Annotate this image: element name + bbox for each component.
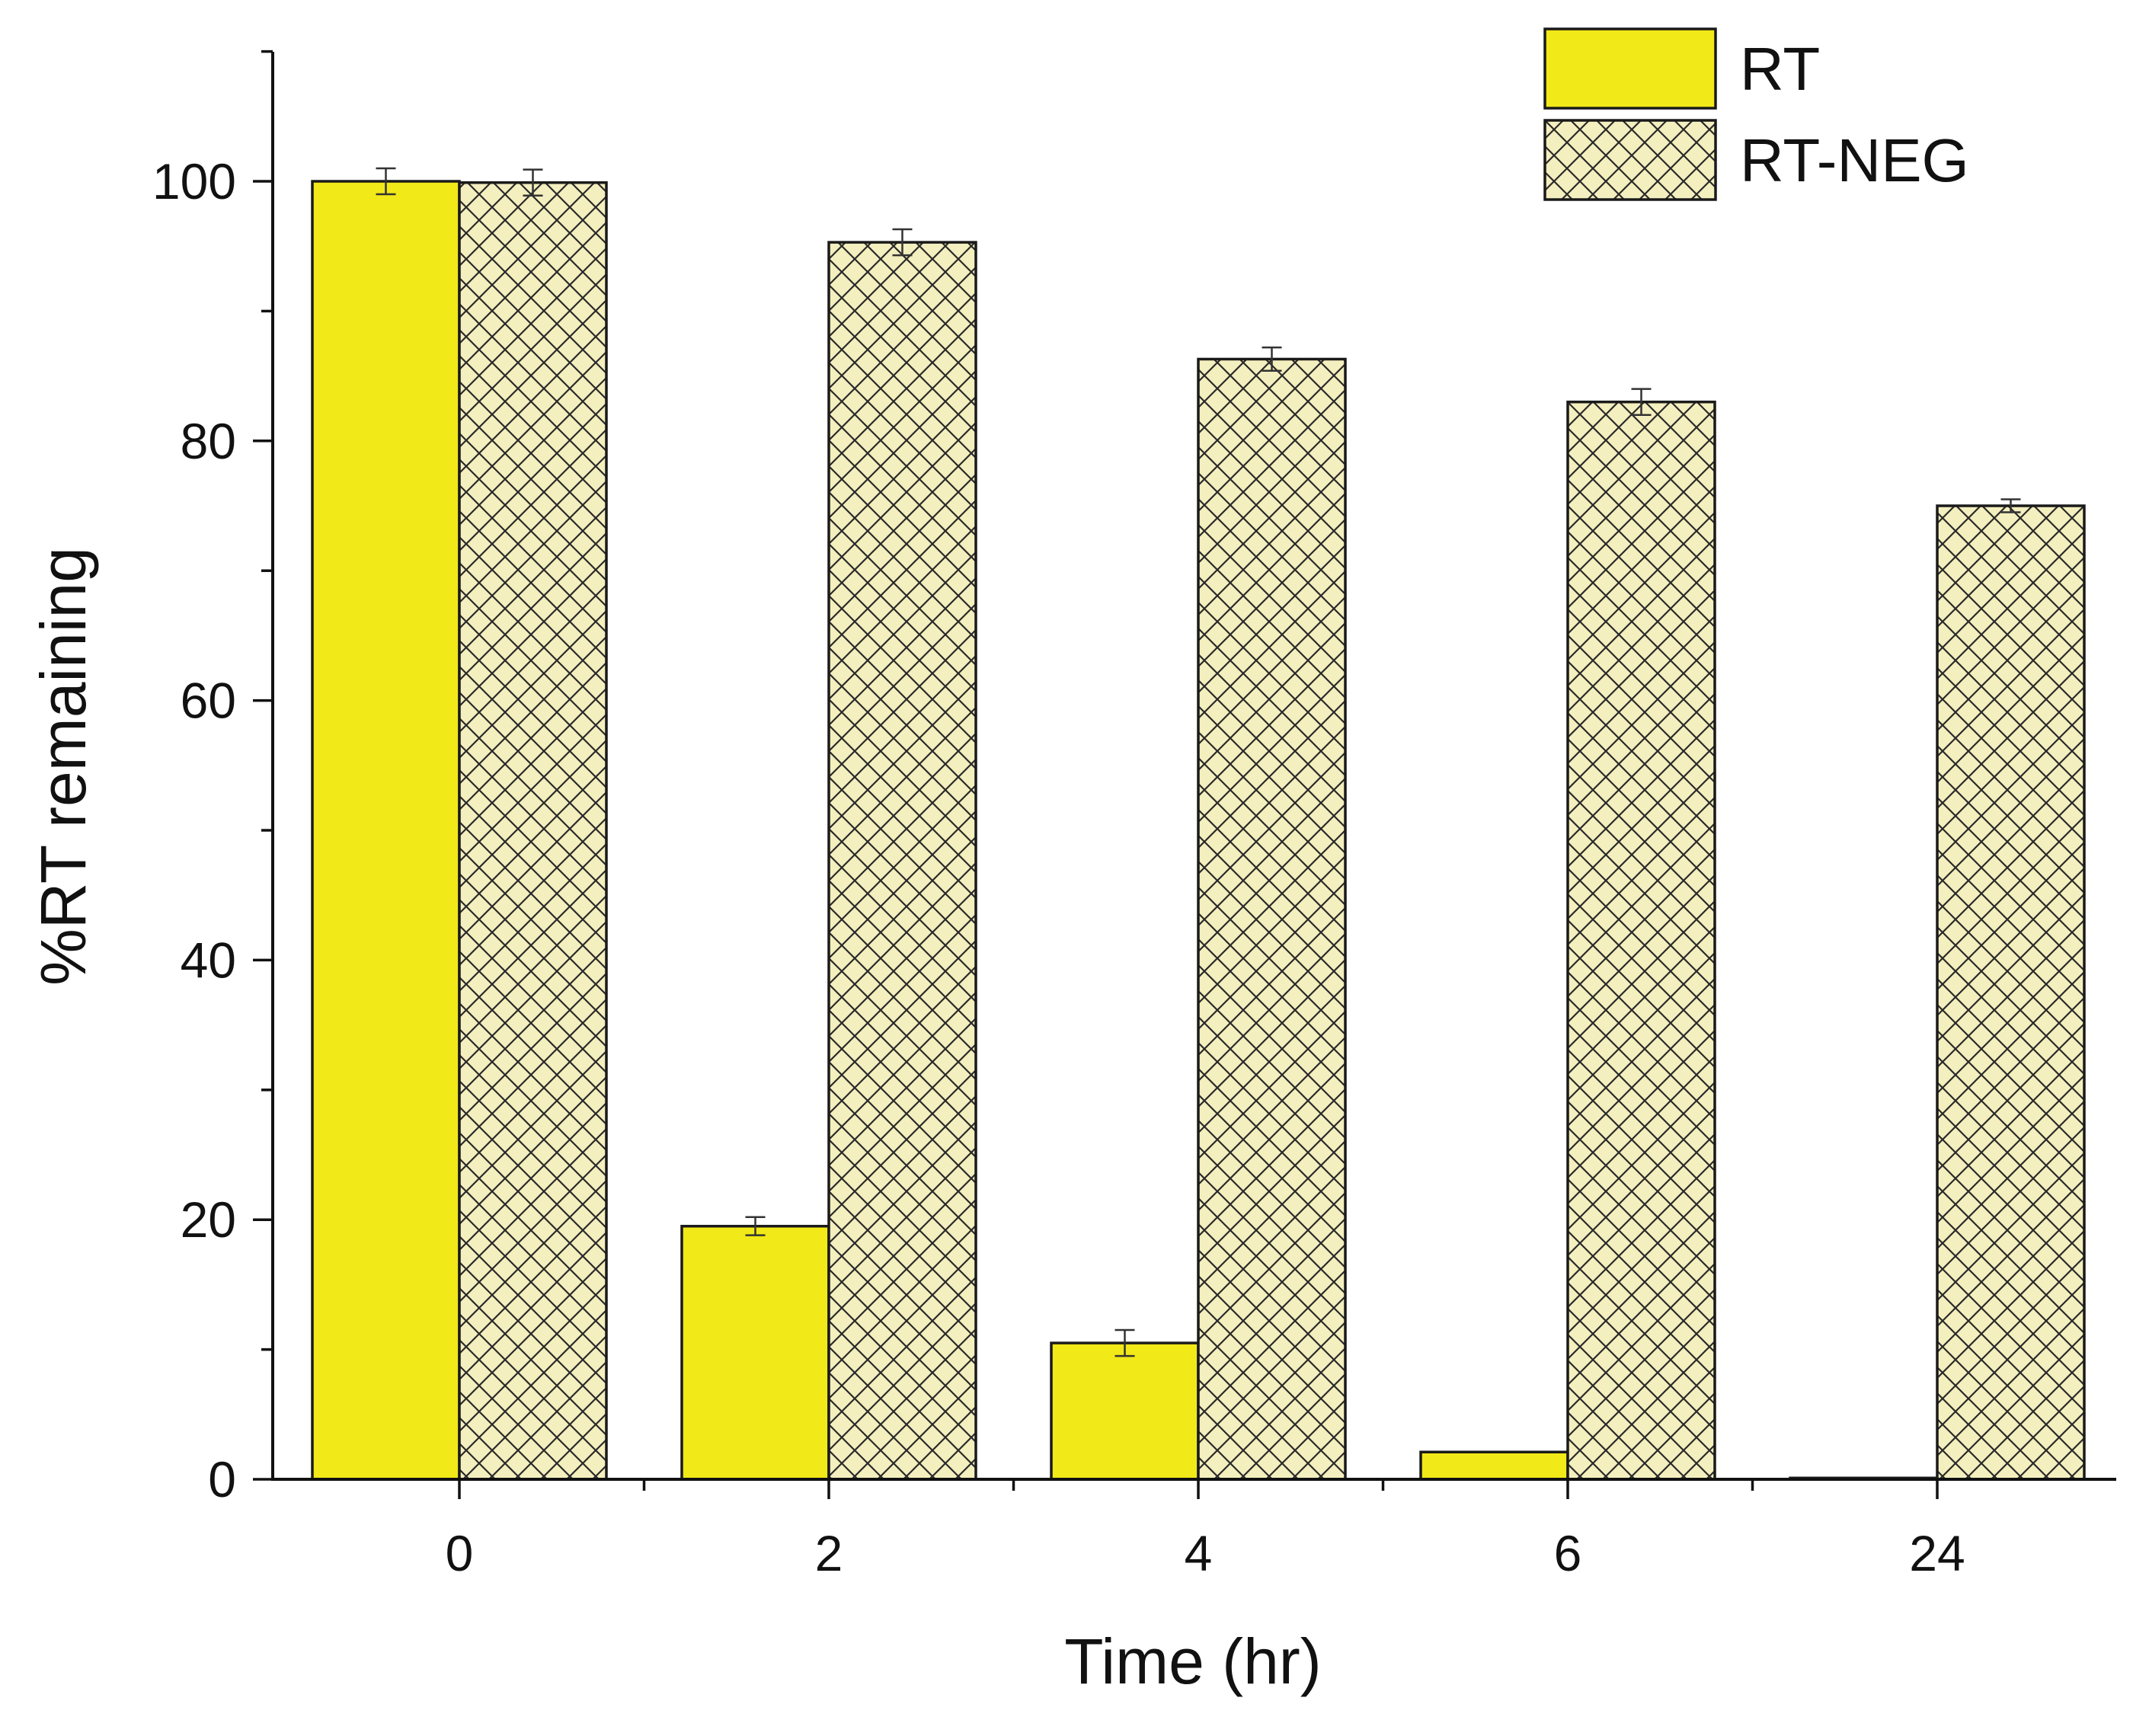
axes-layer bbox=[253, 50, 2116, 1499]
y-tick-label: 40 bbox=[181, 932, 236, 988]
legend: RT RT-NEG bbox=[1543, 27, 1969, 201]
error-bar-rt-neg-6 bbox=[1631, 388, 1652, 416]
bar-rt-neg-2 bbox=[827, 241, 977, 1481]
legend-label-rt-neg: RT-NEG bbox=[1740, 126, 1969, 194]
bars-layer bbox=[311, 180, 2086, 1481]
error-bar-rt-neg-0 bbox=[523, 168, 543, 197]
bar-rt-neg-4 bbox=[1197, 357, 1347, 1481]
legend-swatch-rt bbox=[1543, 27, 1717, 110]
y-tick-label: 80 bbox=[181, 413, 236, 469]
x-tick-label: 6 bbox=[1554, 1525, 1582, 1581]
y-tick-label: 60 bbox=[181, 673, 236, 729]
x-tick-label: 4 bbox=[1185, 1525, 1213, 1581]
bar-rt-neg-24 bbox=[1936, 504, 2086, 1481]
bar-rt-0 bbox=[311, 180, 461, 1481]
bar-rt-6 bbox=[1419, 1450, 1569, 1481]
x-tick-label: 2 bbox=[815, 1525, 843, 1581]
bar-rt-4 bbox=[1050, 1341, 1200, 1481]
error-bar-rt-neg-2 bbox=[892, 228, 913, 257]
bar-rt-2 bbox=[680, 1224, 830, 1481]
x-axis-title: Time (hr) bbox=[1064, 1626, 1322, 1697]
error-bar-rt-neg-4 bbox=[1262, 346, 1282, 372]
legend-label-rt: RT bbox=[1740, 35, 1820, 103]
error-bar-rt-0 bbox=[376, 167, 396, 196]
error-bar-rt-neg-24 bbox=[2000, 498, 2021, 513]
y-tick-label: 100 bbox=[152, 153, 236, 209]
error-bars-layer bbox=[376, 167, 2021, 1357]
x-tick-label: 24 bbox=[1909, 1525, 1965, 1581]
y-tick-label: 20 bbox=[181, 1191, 236, 1248]
y-tick-label: 0 bbox=[208, 1451, 236, 1507]
y-axis-title: %RT remaining bbox=[27, 547, 99, 986]
error-bar-rt-4 bbox=[1114, 1328, 1135, 1357]
x-tick-label: 0 bbox=[446, 1525, 474, 1581]
legend-swatch-rt-neg bbox=[1543, 119, 1717, 201]
error-bar-rt-2 bbox=[745, 1216, 766, 1236]
bar-rt-neg-0 bbox=[458, 181, 608, 1481]
bar-rt-neg-6 bbox=[1566, 400, 1716, 1481]
